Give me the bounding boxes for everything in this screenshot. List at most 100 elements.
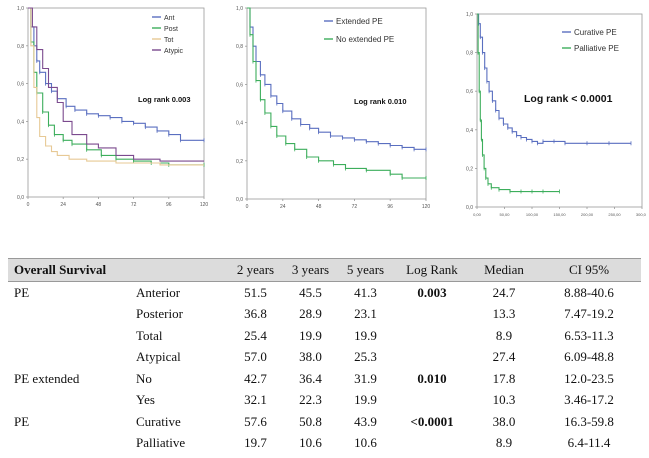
cell-ci-95: 8.88-40.6 xyxy=(564,284,614,300)
cell-2-years: 57.6 xyxy=(244,413,267,429)
plot-frame xyxy=(476,13,643,208)
y-tick-label: 0,8 xyxy=(17,44,24,50)
legend-label: Atypic xyxy=(164,48,184,55)
y-tick-label: 0,8 xyxy=(236,44,243,50)
row-subgroup-label: Atypical xyxy=(136,349,181,365)
chart-svg: 0,0 0,2 0,4 0,6 0,8 1,0 0 24 48 72 96 120 Log rank 0… xyxy=(17,6,209,208)
cell-2-years: 51.5 xyxy=(244,284,267,300)
cell-5-years: 10.6 xyxy=(354,435,377,451)
cell-ci-95: 7.47-19.2 xyxy=(564,306,614,322)
x-tick-label: 0 xyxy=(27,202,30,208)
cell-median: 27.4 xyxy=(492,349,516,365)
cell-ci-95: 6.53-11.3 xyxy=(564,327,614,343)
survival-chart-pe-type: 0,0 0,2 0,4 0,6 0,8 1,0 0 24 48 72 96 120 Log rank 0… xyxy=(6,0,210,210)
cell-3-years: 45.5 xyxy=(299,284,322,300)
y-tick-label: 0,2 xyxy=(236,159,243,165)
cell-3-years: 38.0 xyxy=(299,349,322,365)
row-subgroup-label: Yes xyxy=(136,392,155,408)
legend-label: Tot xyxy=(164,37,173,44)
cell-5-years: 41.3 xyxy=(354,284,377,300)
cell-median: 13.3 xyxy=(492,306,516,322)
row-subgroup-label: No xyxy=(136,370,152,386)
table-row: Palliative 19.7 10.6 10.6 8.9 6.4-11.4 xyxy=(8,433,641,455)
overall-survival-table: Overall Survival 2 years 3 years 5 years… xyxy=(8,258,641,454)
x-tick-label: 50,00 xyxy=(499,212,510,217)
row-group-label: PE xyxy=(14,284,30,300)
y-tick-label: 0,0 xyxy=(17,195,24,201)
y-tick-label: 0,0 xyxy=(466,205,473,211)
cell-ci-95: 12.0-23.5 xyxy=(564,370,614,386)
cell-2-years: 42.7 xyxy=(244,370,267,386)
row-subgroup-label: Palliative xyxy=(136,435,186,451)
x-tick-label: 24 xyxy=(280,204,286,210)
series-line xyxy=(247,7,426,150)
cell-ci-95: 16.3-59.8 xyxy=(564,413,614,429)
cell-median: 8.9 xyxy=(495,327,513,343)
cell-median: 38.0 xyxy=(492,413,516,429)
row-group-label: PE extended xyxy=(14,370,80,386)
cell-log-rank: <0.0001 xyxy=(410,413,454,429)
y-tick-label: 0,6 xyxy=(17,82,24,88)
cell-5-years: 43.9 xyxy=(354,413,377,429)
cell-log-rank: 0.003 xyxy=(417,284,447,300)
cell-median: 17.8 xyxy=(492,370,516,386)
x-tick-label: 120 xyxy=(200,202,209,208)
y-tick-label: 1,0 xyxy=(236,6,243,12)
legend-label: Curative PE xyxy=(574,28,617,37)
series-line xyxy=(247,7,426,179)
y-tick-label: 1,0 xyxy=(17,6,24,12)
cell-3-years: 22.3 xyxy=(299,392,322,408)
row-group-label xyxy=(8,325,136,347)
y-tick-label: 0,2 xyxy=(466,166,473,172)
x-tick-label: 96 xyxy=(387,204,393,210)
cell-ci-95: 6.4-11.4 xyxy=(567,435,611,451)
cell-3-years: 36.4 xyxy=(299,370,322,386)
y-tick-label: 0,4 xyxy=(236,121,243,127)
cell-log-rank: 0.010 xyxy=(417,370,447,386)
cell-2-years: 32.1 xyxy=(244,392,267,408)
row-group-label xyxy=(8,433,136,455)
cell-3-years: 10.6 xyxy=(299,435,322,451)
legend-label: Extended PE xyxy=(336,17,383,26)
cell-5-years: 19.9 xyxy=(354,327,377,343)
row-subgroup-label: Total xyxy=(136,327,163,343)
table-header-row: Overall Survival 2 years 3 years 5 years… xyxy=(8,258,641,282)
cell-3-years: 19.9 xyxy=(299,327,322,343)
x-tick-label: 200,00 xyxy=(581,212,594,217)
cell-3-years: 28.9 xyxy=(299,306,322,322)
header-ci-95: CI 95% xyxy=(537,258,641,282)
header-3-years: 3 years xyxy=(283,258,338,282)
row-group-label: PE xyxy=(14,413,30,429)
table-row: Posterior 36.8 28.9 23.1 13.3 7.47-19.2 xyxy=(8,304,641,326)
cell-3-years: 50.8 xyxy=(299,413,322,429)
x-tick-label: 150,00 xyxy=(553,212,566,217)
cell-5-years: 23.1 xyxy=(354,306,377,322)
series-line xyxy=(28,7,204,166)
legend-label: Palliative PE xyxy=(574,44,619,53)
plot-frame xyxy=(27,7,205,198)
survival-chart-pe-extended: 0,0 0,2 0,4 0,6 0,8 1,0 0 24 48 72 96 120 Log rank 0… xyxy=(226,0,432,210)
cell-ci-95: 3.46-17.2 xyxy=(564,392,614,408)
legend-label: No extended PE xyxy=(336,35,394,44)
y-tick-label: 0,0 xyxy=(236,197,243,203)
table-row: Yes 32.1 22.3 19.9 10.3 3.46-17.2 xyxy=(8,390,641,412)
chart-svg: 0,0 0,2 0,4 0,6 0,8 1,0 0 24 48 72 96 120 Log rank 0… xyxy=(236,6,431,210)
cell-2-years: 19.7 xyxy=(244,435,267,451)
cell-log-rank xyxy=(393,390,471,412)
x-tick-label: 120 xyxy=(422,204,431,210)
table-row: PE Anterior 51.5 45.5 41.3 0.003 24.7 8.88-40.6 xyxy=(8,282,641,304)
table-title: Overall Survival xyxy=(8,258,228,282)
survival-chart-pe-intent: 0,0 0,2 0,4 0,6 0,8 1,0 0,00 50,00 100,00 150,00 2… xyxy=(458,0,646,218)
cell-2-years: 36.8 xyxy=(244,306,267,322)
series-line xyxy=(28,7,204,162)
cell-ci-95: 6.09-48.8 xyxy=(564,349,614,365)
y-tick-label: 0,8 xyxy=(466,51,473,57)
header-5-years: 5 years xyxy=(338,258,393,282)
chart-svg: 0,0 0,2 0,4 0,6 0,8 1,0 0,00 50,00 100,00 150,00 2… xyxy=(466,12,646,217)
log-rank-annotation: Log rank < 0.0001 xyxy=(524,93,613,105)
cell-2-years: 57.0 xyxy=(244,349,267,365)
table-row: Total 25.4 19.9 19.9 8.9 6.53-11.3 xyxy=(8,325,641,347)
series-line xyxy=(28,7,204,166)
series-line xyxy=(28,7,204,141)
log-rank-annotation: Log rank 0.003 xyxy=(138,95,191,104)
